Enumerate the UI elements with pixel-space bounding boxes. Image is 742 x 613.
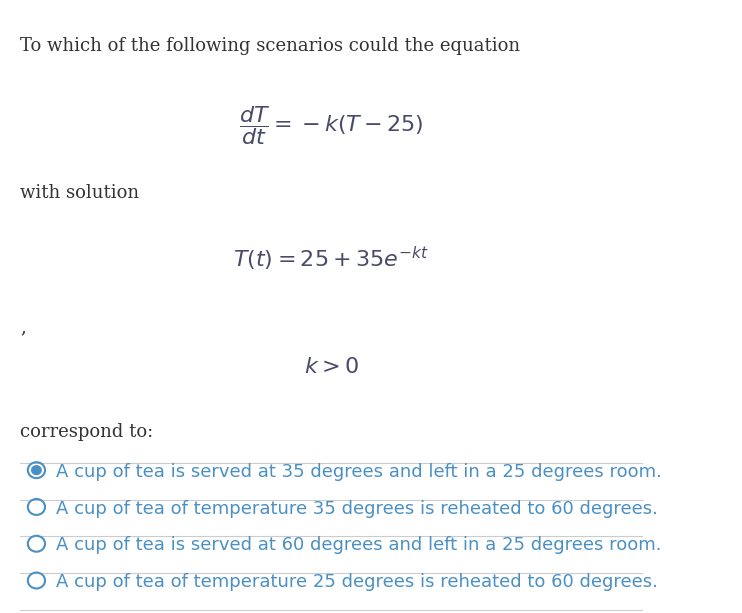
Text: $k > 0$: $k > 0$ [303, 356, 358, 378]
Text: $T(t) = 25 + 35e^{-kt}$: $T(t) = 25 + 35e^{-kt}$ [233, 245, 430, 273]
Circle shape [32, 466, 41, 474]
Text: A cup of tea of temperature 25 degrees is reheated to 60 degrees.: A cup of tea of temperature 25 degrees i… [56, 573, 658, 591]
Text: ,: , [20, 319, 26, 337]
Text: $\dfrac{dT}{dt} = -k(T - 25)$: $\dfrac{dT}{dt} = -k(T - 25)$ [239, 104, 424, 147]
Text: correspond to:: correspond to: [20, 423, 153, 441]
Text: with solution: with solution [20, 184, 139, 202]
Text: A cup of tea is served at 35 degrees and left in a 25 degrees room.: A cup of tea is served at 35 degrees and… [56, 463, 662, 481]
Text: A cup of tea is served at 60 degrees and left in a 25 degrees room.: A cup of tea is served at 60 degrees and… [56, 536, 662, 554]
Text: To which of the following scenarios could the equation: To which of the following scenarios coul… [20, 37, 520, 55]
Text: A cup of tea of temperature 35 degrees is reheated to 60 degrees.: A cup of tea of temperature 35 degrees i… [56, 500, 658, 517]
